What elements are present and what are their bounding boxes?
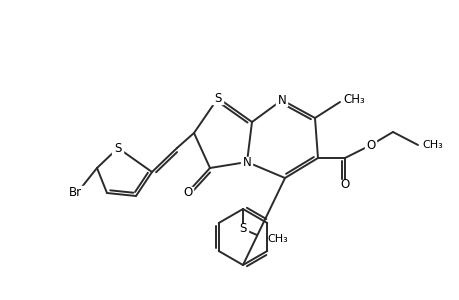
Text: N: N: [242, 155, 251, 169]
Bar: [237, 224, 248, 235]
Text: S: S: [214, 92, 221, 104]
Bar: [276, 94, 287, 106]
Text: Br: Br: [68, 185, 81, 199]
Text: O: O: [183, 185, 192, 199]
Text: S: S: [239, 223, 246, 236]
Text: S: S: [114, 142, 122, 154]
Bar: [182, 187, 193, 197]
Text: CH₃: CH₃: [421, 140, 442, 150]
Bar: [66, 186, 84, 198]
Bar: [339, 179, 350, 191]
Text: N: N: [277, 94, 286, 106]
Bar: [241, 157, 252, 167]
Text: CH₃: CH₃: [342, 92, 364, 106]
Text: O: O: [340, 178, 349, 191]
Text: CH₃: CH₃: [266, 234, 287, 244]
Bar: [365, 140, 375, 151]
Bar: [112, 142, 123, 154]
Bar: [212, 92, 223, 104]
Text: O: O: [365, 139, 375, 152]
